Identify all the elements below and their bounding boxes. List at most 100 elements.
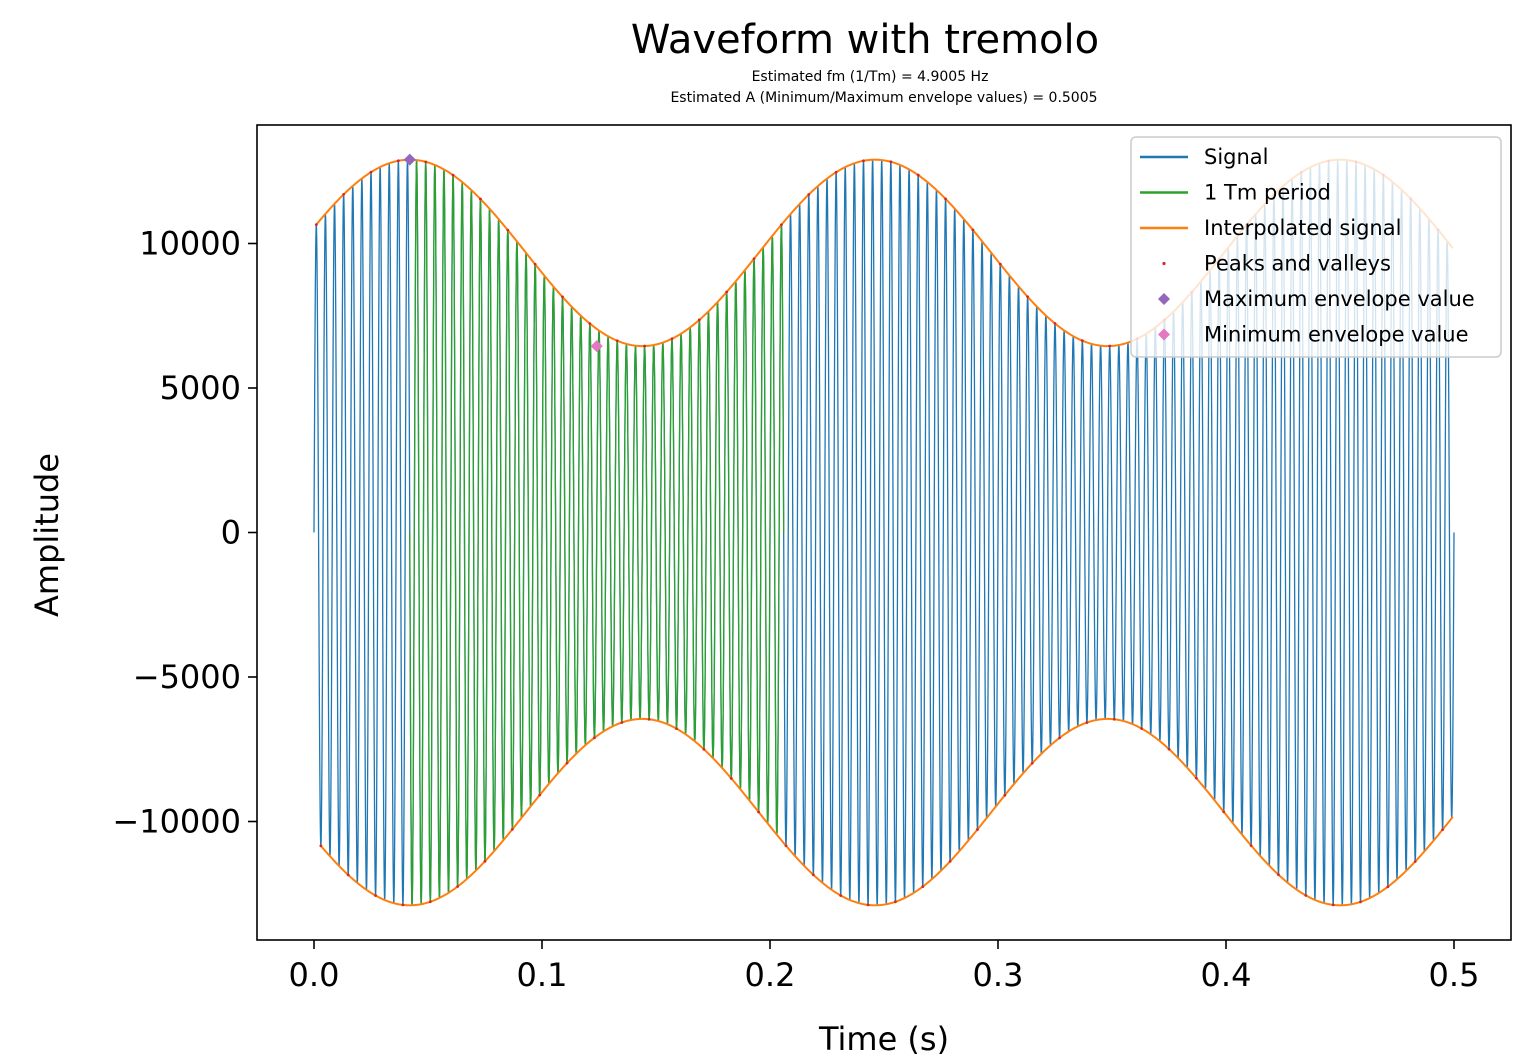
peak-point xyxy=(834,170,838,174)
peak-point xyxy=(1053,322,1057,325)
peak-point xyxy=(1080,339,1084,343)
valley-point xyxy=(1331,903,1335,907)
peak-point xyxy=(479,197,482,201)
x-axis-ticks: 0.0 0.1 0.2 0.3 0.4 0.5 xyxy=(289,940,1480,994)
valley-point xyxy=(538,793,542,797)
valley-point xyxy=(702,747,706,751)
y-tick-label: −5000 xyxy=(133,658,241,696)
y-tick-label: 5000 xyxy=(160,369,241,407)
y-axis-ticks: 10000 5000 0 −5000 −10000 xyxy=(112,224,257,841)
x-tick-label: 0.2 xyxy=(745,956,796,994)
valley-point xyxy=(1359,900,1362,904)
valley-point xyxy=(811,873,815,877)
valley-point xyxy=(593,736,596,740)
peak-point xyxy=(670,337,674,341)
valley-point xyxy=(1112,717,1116,721)
valley-point xyxy=(948,859,952,863)
valley-point xyxy=(510,827,514,831)
valley-point xyxy=(401,903,405,907)
valley-point xyxy=(894,900,897,904)
legend-item: Minimum envelope value xyxy=(1158,323,1469,347)
valley-point xyxy=(565,761,569,765)
valley-point xyxy=(374,894,377,897)
peak-point xyxy=(424,160,428,164)
legend-item: 1 Tm period xyxy=(1140,181,1331,205)
chart-subtitle-line-2: Estimated A (Minimum/Maximum envelope va… xyxy=(670,90,1097,106)
legend-label: Minimum envelope value xyxy=(1204,323,1469,347)
chart-title: Waveform with tremolo xyxy=(631,17,1099,63)
peak-point xyxy=(369,170,373,174)
peak-point xyxy=(916,173,920,177)
peak-point xyxy=(944,197,947,201)
peak-point xyxy=(588,322,592,326)
valley-point xyxy=(1222,810,1226,814)
legend-item: Signal xyxy=(1140,145,1269,169)
valley-point xyxy=(456,885,460,888)
peak-point xyxy=(807,193,811,196)
y-tick-label: −10000 xyxy=(112,803,241,841)
valley-point xyxy=(976,828,979,831)
valley-point xyxy=(839,894,843,897)
valley-point xyxy=(921,885,925,889)
valley-point xyxy=(866,903,870,907)
peak-point xyxy=(451,173,455,177)
peaks-and-valleys xyxy=(314,159,1444,907)
valley-point xyxy=(1003,793,1007,797)
peak-point xyxy=(396,159,400,163)
peak-point xyxy=(862,159,865,163)
peak-point xyxy=(342,193,346,196)
legend-label: Interpolated signal xyxy=(1204,216,1401,240)
valley-point xyxy=(1386,885,1390,889)
peak-point xyxy=(643,344,646,348)
x-tick-label: 0.5 xyxy=(1429,956,1480,994)
valley-point xyxy=(647,717,651,721)
peak-point xyxy=(998,262,1002,266)
x-tick-label: 0.1 xyxy=(517,956,568,994)
peak-point xyxy=(615,339,619,343)
peak-point xyxy=(506,228,510,232)
legend-label: Signal xyxy=(1204,145,1269,169)
peak-point xyxy=(314,223,318,227)
legend: Signal 1 Tm period Interpolated signal Peak… xyxy=(1130,136,1502,358)
valley-point xyxy=(620,721,624,724)
peak-point xyxy=(971,228,975,232)
valley-point xyxy=(1249,844,1253,847)
chart-subtitle-line-1: Estimated fm (1/Tm) = 4.9005 Hz xyxy=(752,69,989,85)
legend-swatch xyxy=(1158,328,1170,341)
valley-point xyxy=(1167,747,1171,751)
minimum-envelope-marker xyxy=(590,340,603,353)
legend-item: Maximum envelope value xyxy=(1158,287,1475,311)
y-tick-label: 0 xyxy=(221,514,241,552)
legend-label: Peaks and valleys xyxy=(1204,252,1391,276)
valley-point xyxy=(757,810,760,814)
valley-point xyxy=(319,844,323,848)
valley-point xyxy=(483,859,487,863)
x-tick-label: 0.4 xyxy=(1201,956,1252,994)
legend-item: Interpolated signal xyxy=(1140,216,1401,240)
y-axis-label: Amplitude xyxy=(28,453,66,617)
legend-label: 1 Tm period xyxy=(1204,181,1331,205)
valley-point xyxy=(346,873,350,877)
peak-point xyxy=(561,295,564,299)
valley-point xyxy=(1085,721,1089,724)
valley-point xyxy=(1140,727,1144,730)
legend-label: Maximum envelope value xyxy=(1204,287,1475,311)
x-tick-label: 0.0 xyxy=(289,956,340,994)
legend-swatch xyxy=(1158,293,1170,305)
interpolated-envelope-lower xyxy=(320,717,1454,907)
peak-point xyxy=(1026,295,1030,299)
x-axis-label: Time (s) xyxy=(818,1020,949,1058)
peak-point xyxy=(752,257,756,261)
maximum-envelope-marker xyxy=(403,153,416,166)
valley-point xyxy=(1194,776,1198,780)
valley-point xyxy=(1413,860,1417,863)
valley-point xyxy=(1304,894,1308,897)
x-tick-label: 0.3 xyxy=(973,956,1024,994)
peak-point xyxy=(780,223,783,227)
valley-point xyxy=(428,900,432,904)
legend-frame xyxy=(1130,136,1502,358)
peak-point xyxy=(533,262,537,266)
legend-item: Peaks and valleys xyxy=(1162,252,1391,276)
valley-point xyxy=(1277,873,1280,877)
y-tick-label: 10000 xyxy=(139,224,241,262)
